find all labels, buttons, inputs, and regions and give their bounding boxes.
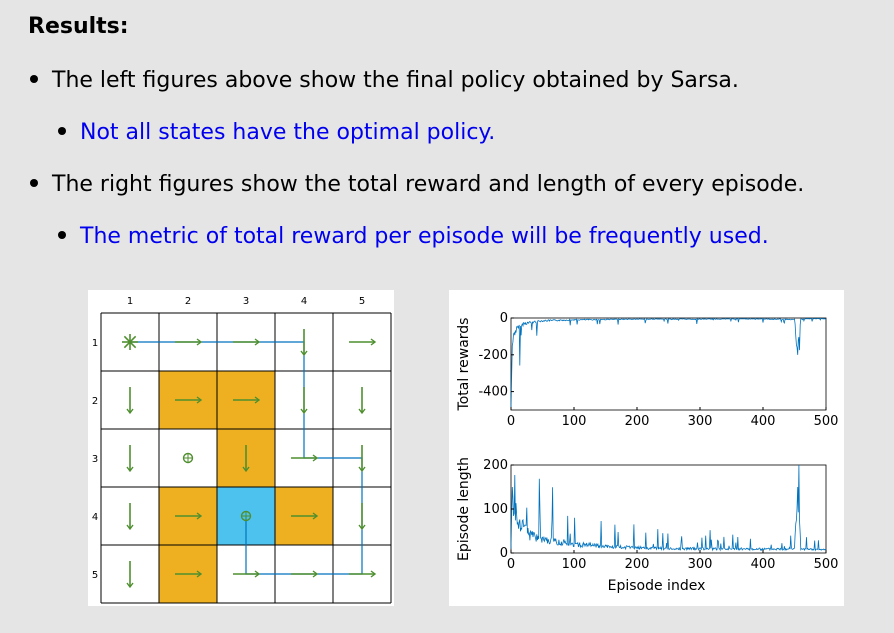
grid-col-label: 2 [185,296,191,307]
y-tick-label: -200 [478,348,508,363]
bullet-2-text: The right figures show the total reward … [52,172,805,197]
stay-circle-icon [182,452,194,464]
arrowhead [196,570,203,578]
charts-figure: 0 100 200 300 400 500 0 -200 -400 Total rewards 0 1… [449,290,844,606]
arrowhead [196,512,203,520]
grid-world-figure: 1 2 3 4 5 1 2 3 4 5 [88,290,394,606]
x-tick-label: 500 [814,414,839,429]
x-tick-label: 300 [688,414,713,429]
grid-row-label: 2 [92,396,98,407]
x-tick-label: 0 [507,414,515,429]
series-line [510,464,827,552]
arrowhead [370,570,377,578]
grid-col-label: 5 [359,296,365,307]
stay-circle-icon [240,510,252,522]
y-axis-label: Total rewards [456,318,472,412]
grid-col-label: 1 [127,296,133,307]
x-tick-label: 400 [751,557,776,572]
arrowhead [358,408,366,415]
bullet-dot [58,231,66,239]
arrowhead [300,350,308,357]
y-tick-label: -400 [478,385,508,400]
x-tick-label: 100 [562,557,587,572]
grid-col-label: 3 [243,296,249,307]
arrowhead [196,396,203,404]
arrowhead [312,512,319,520]
x-tick-label: 500 [814,557,839,572]
arrowhead [300,408,308,415]
grid-col-label: 4 [301,296,307,307]
bullet-2: The right figures show the total reward … [30,172,804,197]
x-tick-label: 100 [562,414,587,429]
x-tick-label: 200 [625,414,650,429]
y-tick-label: 200 [483,458,508,473]
arrowhead [370,338,377,346]
charts-svg: 0 100 200 300 400 500 0 -200 -400 Total rewards 0 1… [456,311,839,594]
series-line [510,317,827,411]
grid-row-label: 4 [92,512,98,523]
arrowhead [358,466,366,473]
y-tick-label: 100 [483,502,508,517]
arrowhead [254,570,261,578]
arrowhead [358,524,366,531]
bullet-dot [58,127,66,135]
bullet-2-sub-text: The metric of total reward per episode w… [80,224,769,249]
chart-frame [510,317,827,411]
bullet-1-sub: Not all states have the optimal policy. [58,120,495,145]
arrowhead [312,570,319,578]
arrowhead [126,524,134,531]
arrowhead [242,466,250,473]
x-tick-label: 300 [688,557,713,572]
bullet-dot [30,75,38,83]
grid-world-svg: 1 2 3 4 5 1 2 3 4 5 [92,296,392,604]
bullet-1-sub-text: Not all states have the optimal policy. [80,120,496,145]
grid-row-label: 5 [92,570,98,581]
grid-row-label: 1 [92,338,98,349]
bullet-2-sub: The metric of total reward per episode w… [58,224,769,249]
x-tick-label: 400 [751,414,776,429]
arrowhead [196,338,203,346]
x-tick-label: 200 [625,557,650,572]
slide-title: Results: [28,14,129,39]
arrowhead [254,396,261,404]
arrowhead [126,466,134,473]
chart-frame [510,464,827,554]
arrowhead [254,338,261,346]
start-star-icon [123,335,137,349]
x-axis-label: Episode index [608,578,706,594]
x-tick-label: 0 [507,557,515,572]
bullet-dot [30,179,38,187]
bullet-1: The left figures above show the final po… [30,68,739,93]
grid-row-label: 3 [92,454,98,465]
y-tick-label: 0 [500,311,508,326]
arrowhead [126,408,134,415]
arrowhead [312,454,319,462]
arrowhead [126,582,134,589]
y-tick-label: 0 [500,546,508,561]
bullet-1-text: The left figures above show the final po… [52,68,739,93]
y-axis-label: Episode length [456,457,472,561]
